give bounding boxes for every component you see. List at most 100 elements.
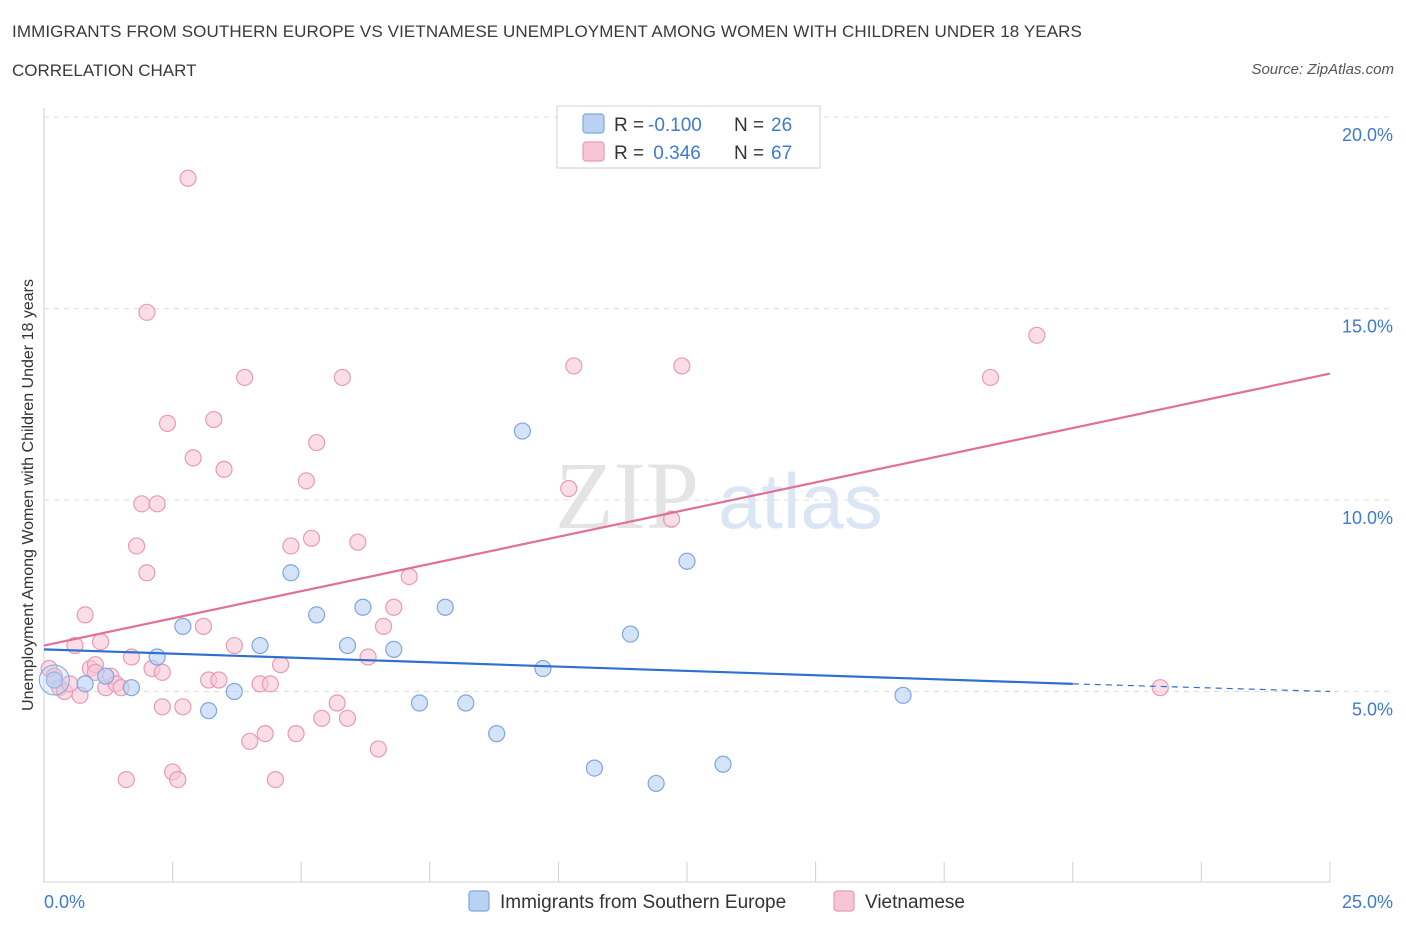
legend-n-value-2: 67 [771,143,792,164]
southern-europe-point [308,606,326,624]
vietnamese-point [302,529,321,547]
y-tick-labels: 5.0% 10.0% 15.0% 20.0% [1342,125,1393,720]
southern-europe-point [534,659,552,678]
southern-europe-point [174,617,192,635]
vietnamese-point [205,410,223,429]
southern-europe-trend-line [43,648,1073,685]
vietnamese-point [169,770,187,789]
vietnamese-point [127,537,146,555]
bottom-legend-swatch-blue [468,890,490,912]
legend-n-label-2: N = [734,143,764,164]
vietnamese-point [76,606,94,624]
vietnamese-point [673,357,691,375]
legend-swatch-pink [582,141,605,162]
legend-r-label-1: R = [614,115,644,136]
southern-europe-point [714,755,732,773]
southern-europe-point [200,702,218,720]
x-tick-label-min: 0.0% [44,892,85,912]
southern-europe-point [282,564,300,582]
southern-europe-point [894,686,912,704]
vietnamese-point [369,740,387,758]
source-credit: Source: ZipAtlas.com [1251,61,1394,78]
southern-europe-point [647,774,665,793]
southern-europe-points [38,422,912,793]
vietnamese-point [184,449,202,467]
southern-europe-point [45,671,63,689]
southern-europe-point [97,667,115,685]
legend-r-value-1: -0.100 [648,115,702,136]
vietnamese-point [256,725,274,743]
vietnamese-point [385,598,403,616]
vietnamese-point [225,636,243,655]
vietnamese-point [359,648,377,666]
vietnamese-point [261,675,279,693]
y-tick-label-10: 10.0% [1342,508,1393,528]
vietnamese-point [287,725,305,743]
vietnamese-point [148,495,166,513]
southern-europe-point [513,422,531,440]
legend-box: R = -0.100 N = 26 R = 0.346 N = 67 [556,105,821,169]
southern-europe-point-cluster [38,664,70,696]
vietnamese-point [158,414,177,432]
vietnamese-point [138,564,156,582]
bottom-legend-swatch-pink [833,890,855,912]
southern-europe-point [354,598,372,616]
vietnamese-point [194,617,213,635]
vietnamese-point [91,633,110,651]
southern-europe-point [385,640,403,658]
vietnamese-point [153,663,171,681]
vietnamese-point [282,537,300,555]
vietnamese-point [338,709,357,727]
legend-n-value-1: 26 [771,115,792,136]
vietnamese-point [662,510,681,528]
chart-title: IMMIGRANTS FROM SOUTHERN EUROPE VS VIETN… [12,22,1083,41]
vietnamese-point [308,433,326,452]
southern-europe-point [436,598,454,616]
vietnamese-point [179,169,197,187]
vietnamese-point [328,694,346,712]
vietnamese-point [215,460,233,478]
southern-europe-point [457,694,475,712]
legend-r-label-2: R = [614,143,644,164]
vietnamese-point [1028,326,1046,344]
southern-europe-point [225,682,243,701]
bottom-legend-label-pink: Vietnamese [865,892,965,913]
chart-subtitle: CORRELATION CHART [12,61,197,80]
grid-lines [44,116,1393,692]
vietnamese-point [333,368,351,387]
southern-europe-point [678,552,696,570]
y-tick-label-15: 15.0% [1342,317,1393,337]
southern-europe-point [488,725,506,743]
legend-r-value-2: 0.346 [648,143,701,164]
vietnamese-point [266,770,285,789]
southern-europe-point [410,694,429,712]
vietnamese-point [981,368,1000,387]
vietnamese-point [138,303,156,321]
southern-europe-point [338,636,357,655]
vietnamese-point [297,472,315,490]
x-tick-label-max: 25.0% [1342,892,1393,912]
southern-europe-point [76,675,94,693]
bottom-legend: Immigrants from Southern Europe Vietname… [468,890,965,913]
vietnamese-point [400,567,418,586]
southern-europe-point [585,759,604,777]
southern-europe-point [122,679,141,697]
y-tick-label-5: 5.0% [1352,700,1393,720]
vietnamese-point [560,479,578,498]
watermark-zip: ZIP [555,442,699,549]
vietnamese-point [210,671,228,689]
southern-europe-point [621,625,640,643]
vietnamese-point [153,698,171,716]
vietnamese-point [133,495,151,513]
vietnamese-points [40,169,1169,789]
vietnamese-point [313,709,331,727]
vietnamese-point [241,732,259,750]
watermark-atlas: atlas [718,457,883,545]
vietnamese-point [272,656,290,674]
vietnamese-point [565,357,583,375]
x-axis-ticks [43,862,1331,882]
southern-europe-point [148,648,166,666]
southern-europe-point [251,636,269,655]
watermark: ZIP atlas [555,442,883,549]
